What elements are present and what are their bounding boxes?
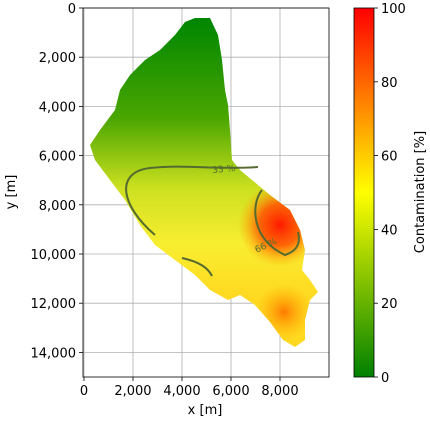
x-tick-label: 2,000 (114, 384, 151, 399)
y-tick-label: 12,000 (31, 297, 77, 312)
y-tick-label: 14,000 (31, 346, 77, 361)
colorbar-tick-label: 100 (381, 2, 406, 17)
y-tick-label: 8,000 (39, 199, 76, 214)
x-tick-label: 6,000 (212, 384, 249, 399)
colorbar (353, 7, 375, 378)
x-tick-label: 8,000 (261, 384, 298, 399)
colorbar-tick-label: 60 (381, 150, 398, 165)
x-axis-label: x [m] (188, 403, 223, 418)
y-tick-label: 4,000 (39, 100, 76, 115)
y-tick-label: 0 (68, 2, 76, 17)
y-axis-label: y [m] (4, 175, 19, 210)
x-tick-label: 4,000 (163, 384, 200, 399)
contour-label: 33 % (212, 164, 236, 176)
colorbar-tick-label: 0 (381, 371, 389, 386)
contours (125, 165, 300, 277)
y-tick-label: 2,000 (39, 51, 76, 66)
colorbar-tick-label: 20 (381, 297, 398, 312)
colorbar-tick-label: 80 (381, 76, 398, 91)
colorbar-tick-label: 40 (381, 223, 398, 238)
y-tick-label: 6,000 (39, 150, 76, 165)
x-tick-label: 0 (80, 384, 88, 399)
plot-frame (82, 7, 330, 378)
colorbar-label: Contamination [%] (413, 131, 428, 253)
y-tick-label: 10,000 (31, 248, 77, 263)
